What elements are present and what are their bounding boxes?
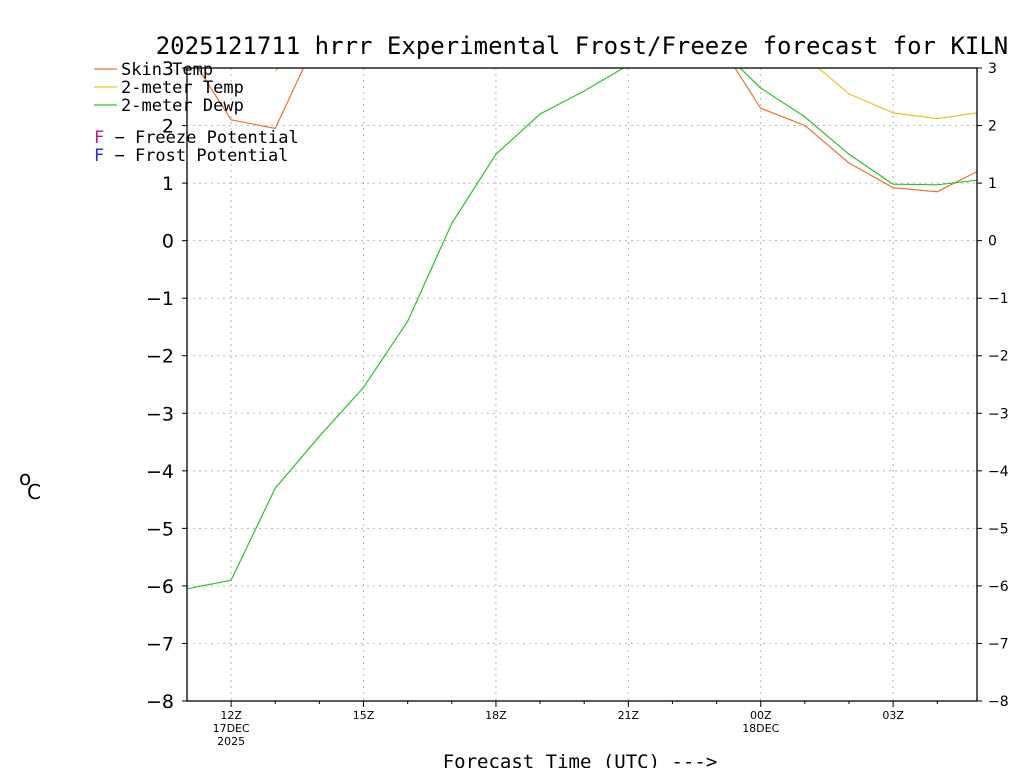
legend-potential-letter: F — [94, 128, 104, 148]
plot-frame — [186, 67, 978, 702]
y-tick-label-right: 2 — [988, 119, 997, 135]
y-tick-label-right: 1 — [988, 176, 997, 192]
y-tick-label-left: 1 — [162, 173, 174, 195]
y-axis-label: o C — [19, 466, 41, 504]
y-tick-label-left: 3 — [162, 58, 174, 80]
x-tick-label: 18Z — [485, 709, 507, 722]
y-tick-label-right: 0 — [988, 234, 997, 250]
y-tick-label-right: −2 — [988, 349, 1009, 365]
legend-potential-entry: F − Frost Potential — [94, 146, 288, 166]
legend-potential-letter: F — [94, 146, 104, 166]
y-tick-label-left: −7 — [146, 633, 174, 655]
y-tick-label-right: −4 — [988, 464, 1009, 480]
y-tick-label-right: −7 — [988, 636, 1009, 652]
chart-title: 2025121711 hrrr Experimental Frost/Freez… — [156, 32, 1009, 60]
y-tick-label-right: −8 — [988, 694, 1009, 710]
y-tick-label-right: 3 — [988, 61, 997, 77]
y-tick-label-right: −6 — [988, 579, 1009, 595]
y-tick-label-left: 0 — [162, 231, 174, 253]
y-tick-label-left: −2 — [146, 346, 174, 368]
x-tick-sublabel: 17DEC — [213, 722, 250, 735]
series-line-skin-temp — [197, 68, 977, 193]
legend-label: 2-meter Temp — [121, 78, 244, 98]
x-tick-label: 00Z — [750, 709, 772, 722]
grid — [187, 68, 977, 701]
y-axis-unit: C — [27, 480, 41, 504]
x-tick-label: 21Z — [618, 709, 640, 722]
axes: −8 −8 −7 −7 −6 −6 −5 −5 −4 −4 −3 −3 −2 −2 −1 −1 0 0 1 1 2 2 3 3… — [146, 58, 1009, 748]
x-tick-label: 15Z — [353, 709, 375, 722]
x-tick-label: 12Z — [220, 709, 242, 722]
x-tick-sublabel: 2025 — [217, 735, 245, 748]
y-tick-label-right: −5 — [988, 521, 1009, 537]
series-lines — [187, 68, 977, 590]
degree-symbol: o — [19, 466, 31, 490]
y-tick-label-left: −6 — [146, 576, 174, 598]
y-tick-label-right: −1 — [988, 291, 1009, 307]
legend-label: 2-meter Dewp — [121, 96, 244, 116]
y-tick-label-left: −5 — [146, 518, 174, 540]
series-line-2-meter-temp — [274, 68, 977, 120]
series-line-2-meter-dewp — [187, 68, 977, 590]
y-tick-label-left: −4 — [146, 461, 174, 483]
y-tick-label-right: −3 — [988, 406, 1009, 422]
y-tick-label-left: −8 — [146, 691, 174, 713]
x-tick-label: 03Z — [882, 709, 904, 722]
y-tick-label-left: −1 — [146, 288, 174, 310]
legend-potential-entry: F − Freeze Potential — [94, 128, 299, 148]
y-tick-label-left: 2 — [162, 116, 174, 138]
legend-potential-text: − Freeze Potential — [104, 128, 298, 148]
y-tick-label-left: −3 — [146, 403, 174, 425]
legend-label: Skin Temp — [121, 60, 213, 80]
x-tick-sublabel: 18DEC — [742, 722, 779, 735]
x-axis-label: Forecast Time (UTC) ---> — [443, 751, 718, 768]
legend-potential-text: − Frost Potential — [104, 146, 288, 166]
